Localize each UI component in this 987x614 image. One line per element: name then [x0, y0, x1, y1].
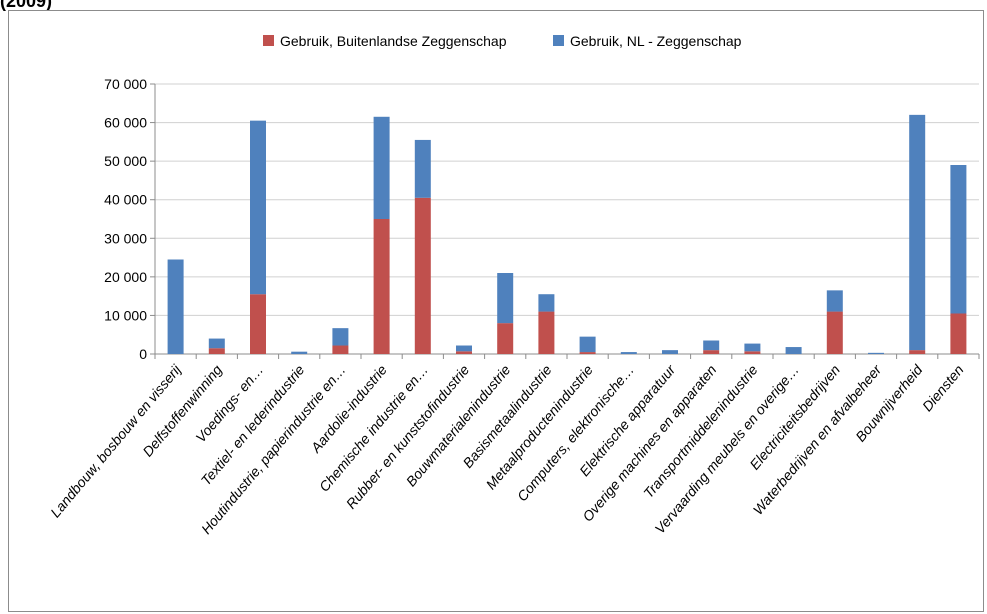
bar-nl-14	[744, 343, 761, 352]
bar-nl-13	[703, 340, 720, 351]
bar-nl-6	[414, 139, 431, 198]
x-axis: Landbouw, bosbouw en visserijDelfstoffen…	[47, 354, 980, 537]
y-tick-label: 40 000	[104, 192, 147, 208]
legend-label-foreign: Gebruik, Buitenlandse Zeggenschap	[280, 33, 507, 49]
y-tick-label: 0	[139, 346, 147, 362]
chart-area: Gebruik, Buitenlandse Zeggenschap Gebrui…	[8, 10, 984, 612]
bar-foreign-13	[703, 350, 720, 354]
bar-nl-5	[373, 116, 390, 219]
bar-nl-18	[909, 114, 926, 351]
y-tick-label: 10 000	[104, 307, 147, 323]
legend-swatch-foreign	[263, 35, 274, 46]
bar-foreign-5	[373, 219, 390, 354]
bar-nl-15	[785, 347, 802, 354]
bar-foreign-1	[208, 348, 225, 354]
bar-foreign-10	[579, 352, 596, 354]
bar-nl-2	[250, 120, 266, 295]
bar-foreign-9	[538, 311, 555, 354]
bar-foreign-4	[332, 345, 349, 354]
bar-foreign-16	[826, 311, 843, 354]
category-label: Aardolie-industrie	[307, 361, 390, 456]
y-tick-label: 30 000	[104, 230, 147, 246]
bar-nl-8	[497, 273, 514, 324]
legend-swatch-nl	[553, 35, 564, 46]
bar-nl-1	[208, 338, 225, 349]
stacked-bar-chart: Gebruik, Buitenlandse Zeggenschap Gebrui…	[47, 33, 980, 537]
bar-nl-9	[538, 294, 555, 312]
legend: Gebruik, Buitenlandse Zeggenschap Gebrui…	[263, 33, 742, 49]
bars	[167, 114, 967, 354]
bar-foreign-14	[744, 351, 761, 354]
y-tick-label: 60 000	[104, 115, 147, 131]
bar-foreign-2	[250, 294, 266, 354]
y-axis: 0 10 000 20 000 30 000 40 000 50 000 60 000 70 …	[104, 76, 156, 362]
bar-foreign-19	[950, 313, 967, 354]
bar-nl-17	[868, 352, 884, 354]
gridlines	[155, 83, 979, 355]
header-fragment: (2009)	[0, 0, 53, 11]
legend-label-nl: Gebruik, NL - Zeggenschap	[570, 33, 742, 49]
category-label: Diensten	[919, 361, 967, 414]
bar-foreign-7	[456, 351, 472, 354]
y-tick-label: 70 000	[104, 76, 147, 92]
y-tick-label: 20 000	[104, 269, 147, 285]
bar-nl-12	[662, 350, 678, 354]
bar-foreign-6	[414, 197, 431, 354]
bar-nl-7	[456, 345, 472, 352]
bar-nl-4	[332, 328, 349, 346]
bar-nl-0	[167, 259, 184, 354]
bar-nl-3	[291, 351, 308, 354]
bar-nl-10	[579, 336, 596, 353]
bar-nl-11	[620, 352, 637, 354]
bar-foreign-8	[497, 323, 514, 354]
bar-nl-19	[950, 165, 967, 314]
y-tick-label: 50 000	[104, 153, 147, 169]
bar-foreign-18	[909, 350, 926, 354]
bar-nl-16	[826, 290, 843, 312]
